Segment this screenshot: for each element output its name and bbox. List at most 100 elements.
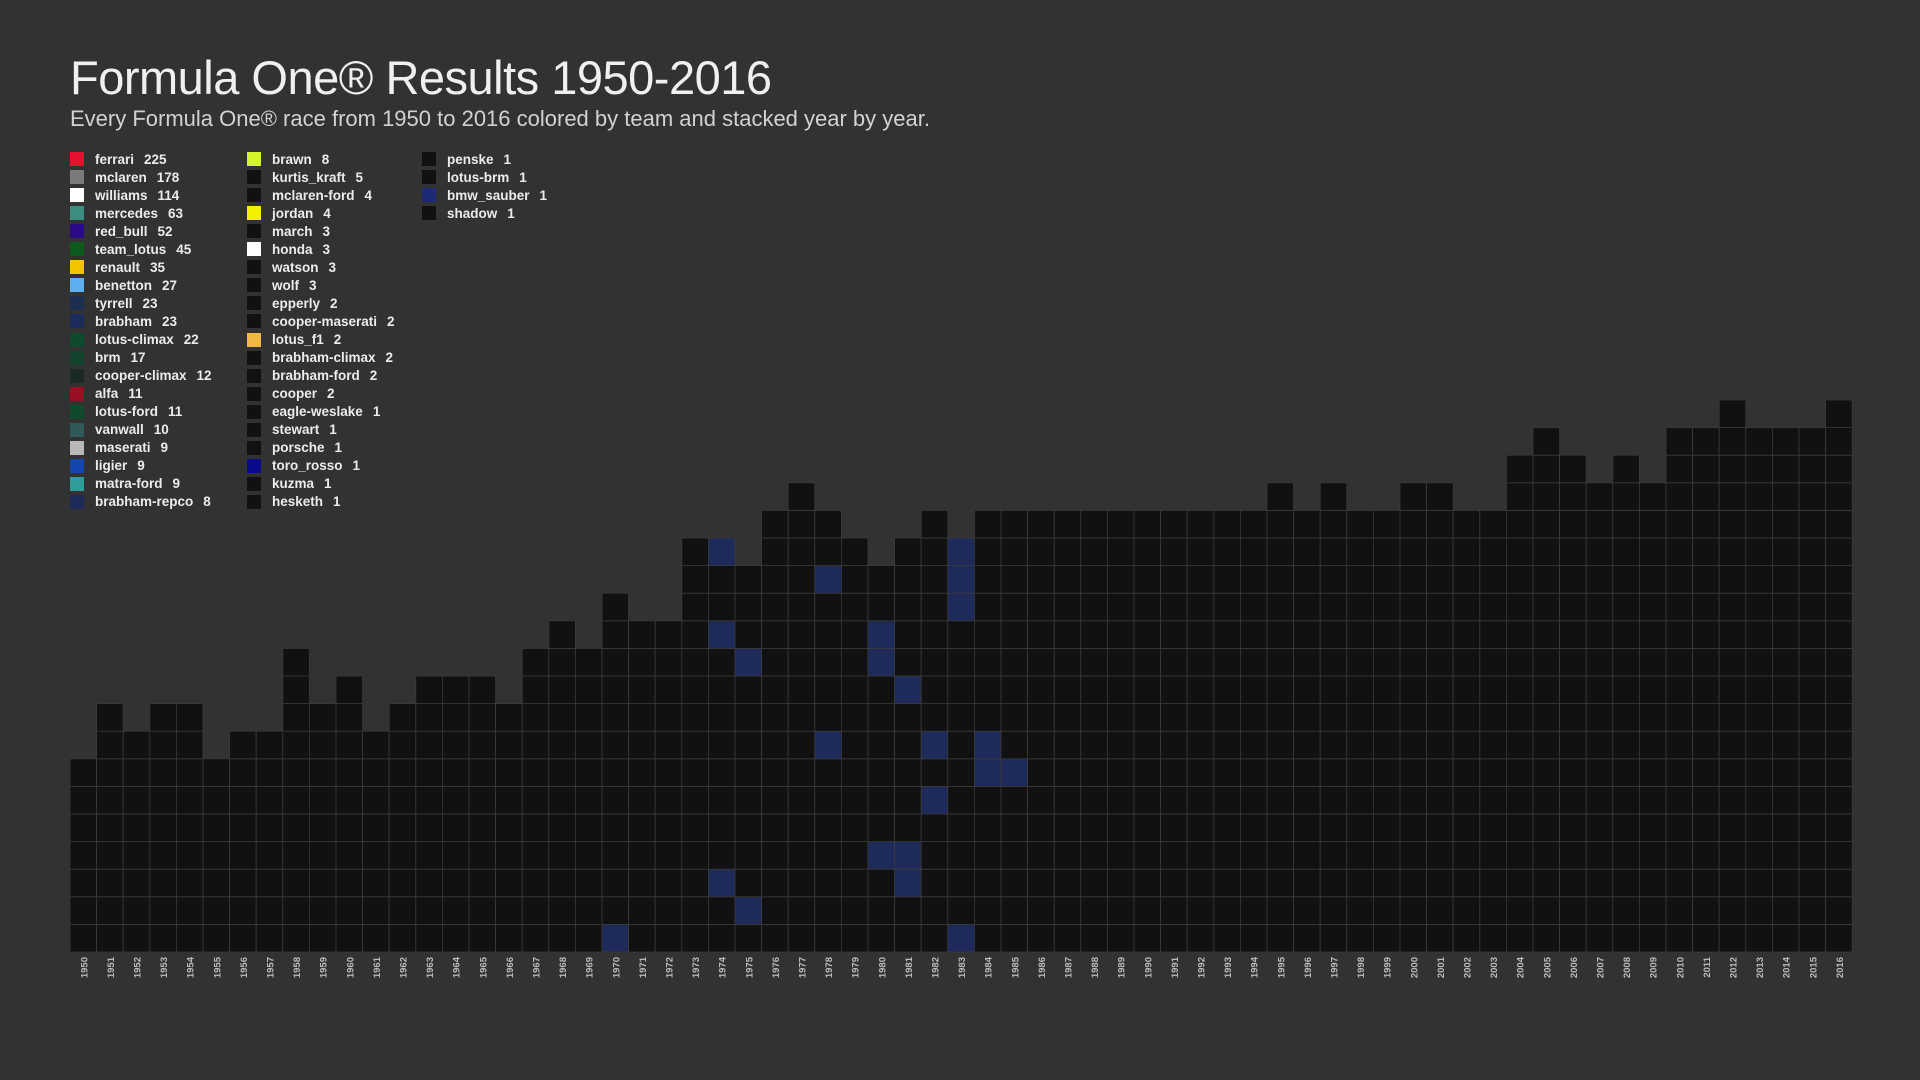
race-cell	[974, 924, 1002, 953]
race-cell	[761, 620, 789, 649]
race-cell	[814, 924, 842, 953]
race-cell	[974, 813, 1002, 843]
legend-item: renault 35	[70, 258, 165, 276]
race-cell	[1532, 675, 1561, 705]
race-cell	[548, 841, 576, 870]
race-cell	[1665, 427, 1694, 456]
race-cell	[1240, 592, 1268, 622]
race-cell	[601, 620, 630, 649]
race-cell	[282, 896, 310, 925]
race-cell	[1639, 509, 1667, 539]
race-cell	[175, 786, 204, 815]
race-cell	[1639, 924, 1667, 953]
race-cell	[1293, 813, 1321, 843]
race-cell	[1479, 786, 1507, 815]
race-cell	[894, 592, 922, 622]
race-cell	[1160, 675, 1188, 705]
race-cell	[708, 924, 736, 953]
race-cell	[1745, 786, 1773, 815]
race-cell	[654, 896, 683, 925]
race-cell	[1745, 924, 1773, 953]
race-cell	[1000, 592, 1029, 622]
legend-swatch	[422, 152, 436, 166]
race-cell	[1399, 868, 1428, 898]
race-cell	[415, 896, 443, 925]
race-cell	[1373, 924, 1401, 953]
legend-count: 2	[327, 386, 335, 402]
race-cell	[1665, 565, 1694, 594]
race-cell	[1585, 758, 1614, 787]
race-cell	[229, 841, 257, 870]
race-cell	[734, 896, 763, 925]
race-cell	[1585, 565, 1614, 594]
race-cell	[1825, 703, 1853, 732]
race-cell	[974, 730, 1002, 760]
race-cell	[1692, 703, 1720, 732]
legend-count: 1	[372, 404, 381, 420]
race-cell	[894, 868, 922, 898]
race-cell	[255, 896, 284, 925]
race-cell	[415, 758, 443, 787]
race-cell	[175, 841, 204, 870]
race-cell	[681, 813, 709, 843]
race-cell	[1798, 592, 1827, 622]
race-cell	[1692, 924, 1720, 953]
legend-team-label: cooper	[272, 386, 318, 402]
race-cell	[1772, 703, 1800, 732]
legend-item: alfa 11	[70, 385, 143, 403]
race-cell	[96, 758, 124, 787]
race-cell	[761, 896, 789, 925]
race-cell	[1080, 675, 1108, 705]
race-cell	[1213, 537, 1241, 567]
legend-team-label: honda	[272, 241, 313, 257]
race-cell	[388, 924, 417, 953]
race-cell	[255, 786, 284, 815]
race-cell	[628, 758, 656, 787]
race-cell	[1798, 648, 1827, 677]
race-cell	[229, 896, 257, 925]
race-cell	[1186, 896, 1215, 925]
race-cell	[1612, 565, 1640, 594]
race-cell	[202, 841, 231, 870]
race-cell	[1107, 675, 1135, 705]
race-cell	[1665, 896, 1694, 925]
legend-item: cooper 2	[247, 385, 335, 403]
legend-item: cooper-maserati 2	[247, 312, 395, 330]
race-cell	[841, 703, 869, 732]
race-cell	[1692, 730, 1720, 760]
race-cell	[920, 896, 949, 925]
legend-swatch	[70, 278, 84, 293]
race-cell	[388, 841, 417, 870]
race-cell	[1213, 565, 1241, 594]
race-cell	[787, 896, 816, 925]
legend-swatch	[247, 476, 261, 491]
race-cell	[1426, 924, 1454, 953]
race-cell	[974, 758, 1002, 787]
race-cell	[787, 813, 816, 843]
legend-count: 1	[352, 458, 361, 474]
race-cell	[1692, 675, 1720, 705]
race-cell	[974, 703, 1002, 732]
race-cell	[1506, 509, 1534, 539]
race-cell	[1798, 565, 1827, 594]
race-cell	[1665, 868, 1694, 898]
race-cell	[1639, 592, 1667, 622]
race-cell	[1692, 786, 1720, 815]
race-cell	[894, 730, 922, 760]
race-cell	[761, 537, 789, 567]
race-cell	[867, 675, 896, 705]
legend-team-label: maserati	[95, 440, 151, 456]
legend-swatch	[70, 494, 84, 509]
legend-count: 11	[168, 404, 183, 420]
race-cell	[1745, 620, 1773, 649]
legend-item: maserati 9	[70, 439, 168, 457]
race-cell	[761, 703, 789, 732]
race-cell	[1160, 648, 1188, 677]
race-cell	[96, 703, 124, 732]
race-cell	[441, 730, 470, 760]
race-cell	[521, 868, 550, 898]
race-cell	[1319, 675, 1348, 705]
race-cell	[282, 730, 310, 760]
race-cell	[1665, 509, 1694, 539]
race-cell	[1745, 565, 1773, 594]
